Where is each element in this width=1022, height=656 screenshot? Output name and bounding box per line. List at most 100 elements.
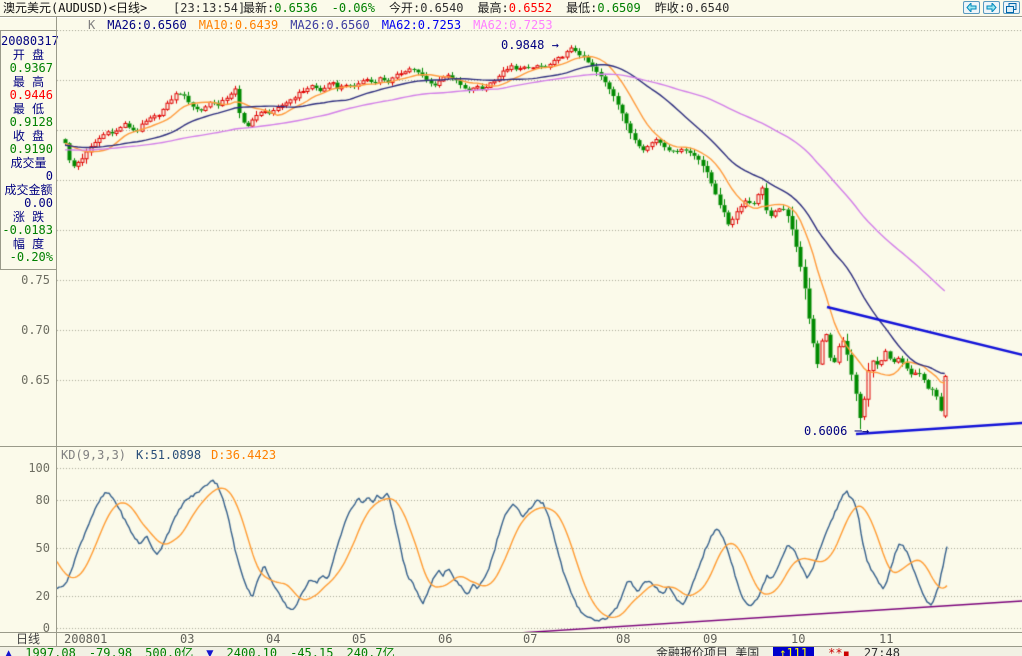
ma-legend-row: K MA26:0.6560 MA10:0.6439 MA26:0.6560 MA62:0… xyxy=(88,18,565,32)
forward-button[interactable] xyxy=(983,1,1000,14)
info-row-label: 涨 跌 xyxy=(12,210,45,224)
period-label: 日线 xyxy=(0,633,57,646)
info-row-label: 成交金额 xyxy=(4,183,53,197)
xaxis-top-border xyxy=(0,632,1022,633)
quote-strip: 最新:0.6536 -0.06% 今开:0.6540 最高:0.6552 最低:0.65… xyxy=(243,1,729,16)
month-label: 10 xyxy=(791,632,806,646)
left-arrow-icon xyxy=(966,3,977,12)
quote-label: 今开: xyxy=(388,1,421,15)
info-row-value: 0.9128 xyxy=(9,115,53,129)
kd-indicator-chart[interactable] xyxy=(57,447,1022,632)
ma-legend-item: K xyxy=(88,18,96,32)
status-index-item: -45.15 xyxy=(290,647,334,656)
quote-label: 最新: xyxy=(243,1,275,15)
back-button[interactable] xyxy=(963,1,980,14)
window-buttons xyxy=(963,1,1020,14)
year-high-value: 0.9848 xyxy=(501,38,545,52)
kd-header-item: KD(9,3,3) xyxy=(61,448,127,462)
status-left-indices: ▲ 1997.08 -79.98 500.0亿 ▼ 2400.10 -45.15 240.7亿 xyxy=(5,647,395,656)
quote-value: 0.6540 xyxy=(685,1,730,15)
quote-item: -0.06% xyxy=(332,1,375,16)
month-label: 07 xyxy=(523,632,538,646)
info-row: 幅 度 -0.20% xyxy=(1,238,56,264)
info-row: 最 高 0.9446 xyxy=(1,76,56,102)
year-low-value: 0.6006 xyxy=(804,424,848,438)
kd-axis-label: 0 xyxy=(42,621,50,635)
status-index-item: 500.0亿 xyxy=(145,647,194,656)
panel-divider xyxy=(0,446,1022,447)
right-arrow-annotation-icon: ─→ xyxy=(854,424,870,438)
info-row-value: 0.9190 xyxy=(9,142,53,156)
quote-item: 今开:0.6540 xyxy=(389,1,464,16)
right-arrow-icon xyxy=(986,3,997,12)
right-arrow-annotation-icon: → xyxy=(551,38,559,52)
info-row-label: 最 低 xyxy=(12,102,45,116)
info-row-label: 成交量 xyxy=(10,156,47,170)
status-index-item: 1997.08 xyxy=(25,647,76,656)
main-candlestick-chart[interactable] xyxy=(57,30,1022,446)
ma-legend-item: MA10:0.6439 xyxy=(198,18,279,32)
info-row-value: 0.9446 xyxy=(9,88,53,102)
month-label: 03 xyxy=(180,632,195,646)
info-row-label: 幅 度 xyxy=(12,237,45,251)
annotation-year-high: 0.9848 → xyxy=(501,38,559,52)
symbol-title: 澳元美元(AUDUSD)<日线> xyxy=(3,1,148,15)
month-label: 08 xyxy=(616,632,631,646)
quote-value: 0.6509 xyxy=(597,1,641,15)
kd-header: KD(9,3,3) K:51.0898 D:36.4423 xyxy=(61,448,286,462)
status-index-item: 240.7亿 xyxy=(346,647,395,656)
quote-label: 昨收: xyxy=(654,1,686,15)
ma-legend-item: MA26:0.6560 xyxy=(107,18,187,32)
selected-date: 20080317 xyxy=(1,34,59,48)
info-row-label: 最 高 xyxy=(12,75,45,89)
status-index-item: 2400.10 xyxy=(226,647,278,656)
info-row: 开 盘 0.9367 xyxy=(1,49,56,75)
price-axis-label: 0.75 xyxy=(21,273,50,287)
cascade-button[interactable] xyxy=(1003,1,1020,14)
info-row-label: 开 盘 xyxy=(12,48,45,62)
status-right-info: 金融报价项目 美国 ↑111 **▪ 27:48 xyxy=(656,647,900,656)
kd-header-item: D:36.4423 xyxy=(211,448,277,462)
status-info-item: **▪ xyxy=(828,647,850,656)
quote-item: 最低:0.6509 xyxy=(566,1,641,16)
ma-legend-item: MA26:0.6560 xyxy=(290,18,370,32)
info-row-value: -0.0183 xyxy=(2,223,53,237)
x-axis: 200801 03 04 05 06 07 08 09 10 11 xyxy=(0,633,1022,646)
info-row-label: 收 盘 xyxy=(12,129,45,143)
quote-item: 最新:0.6536 xyxy=(243,1,318,16)
quote-time: [23:13:54] xyxy=(173,1,246,15)
statusbar-top-border xyxy=(0,646,1022,647)
ma-legend-item: MA62:0.7253 xyxy=(473,18,553,32)
kd-axis-label: 80 xyxy=(35,493,50,507)
status-index-item: -79.98 xyxy=(88,647,133,656)
status-bar: ▲ 1997.08 -79.98 500.0亿 ▼ 2400.10 -45.15 240.7亿… xyxy=(0,647,1022,656)
kd-axis-label: 100 xyxy=(28,461,50,475)
month-label: 09 xyxy=(703,632,718,646)
quote-label: 最高: xyxy=(477,1,509,15)
month-label: 11 xyxy=(879,632,894,646)
month-label: 06 xyxy=(438,632,453,646)
price-axis-label: 0.70 xyxy=(21,323,50,337)
quote-label: 最低: xyxy=(566,1,598,15)
quote-value: 0.6552 xyxy=(508,1,553,15)
quote-value: -0.06% xyxy=(331,1,375,15)
info-row-value: 0.9367 xyxy=(9,61,53,75)
ohlc-rows: 开 盘 0.9367 最 高 0.9446 最 低 0.9128 收 盘 0.9190 成交量 0… xyxy=(1,49,56,264)
info-row-value: 0.00 xyxy=(24,196,53,210)
kd-axis-label: 20 xyxy=(35,589,50,603)
info-row: 成交量 0 xyxy=(1,157,56,183)
annotation-year-low: 0.6006 ─→ xyxy=(804,424,869,438)
status-index-item: ▲ xyxy=(5,647,13,656)
gutter-border xyxy=(56,17,57,646)
top-quote-bar: 澳元美元(AUDUSD)<日线> [23:13:54] 最新:0.6536 -0.… xyxy=(0,0,1022,16)
info-row-value: 0 xyxy=(45,169,53,183)
topbar-divider-highlight xyxy=(0,17,1022,18)
status-info-item: 27:48 xyxy=(863,647,900,656)
price-axis-label: 0.65 xyxy=(21,373,50,387)
info-row: 成交金额 0.00 xyxy=(1,184,56,210)
info-row: 最 低 0.9128 xyxy=(1,103,56,129)
quote-value: 0.6540 xyxy=(420,1,464,15)
ma-legend-item: MA62:0.7253 xyxy=(381,18,462,32)
info-row-value: -0.20% xyxy=(9,250,53,264)
